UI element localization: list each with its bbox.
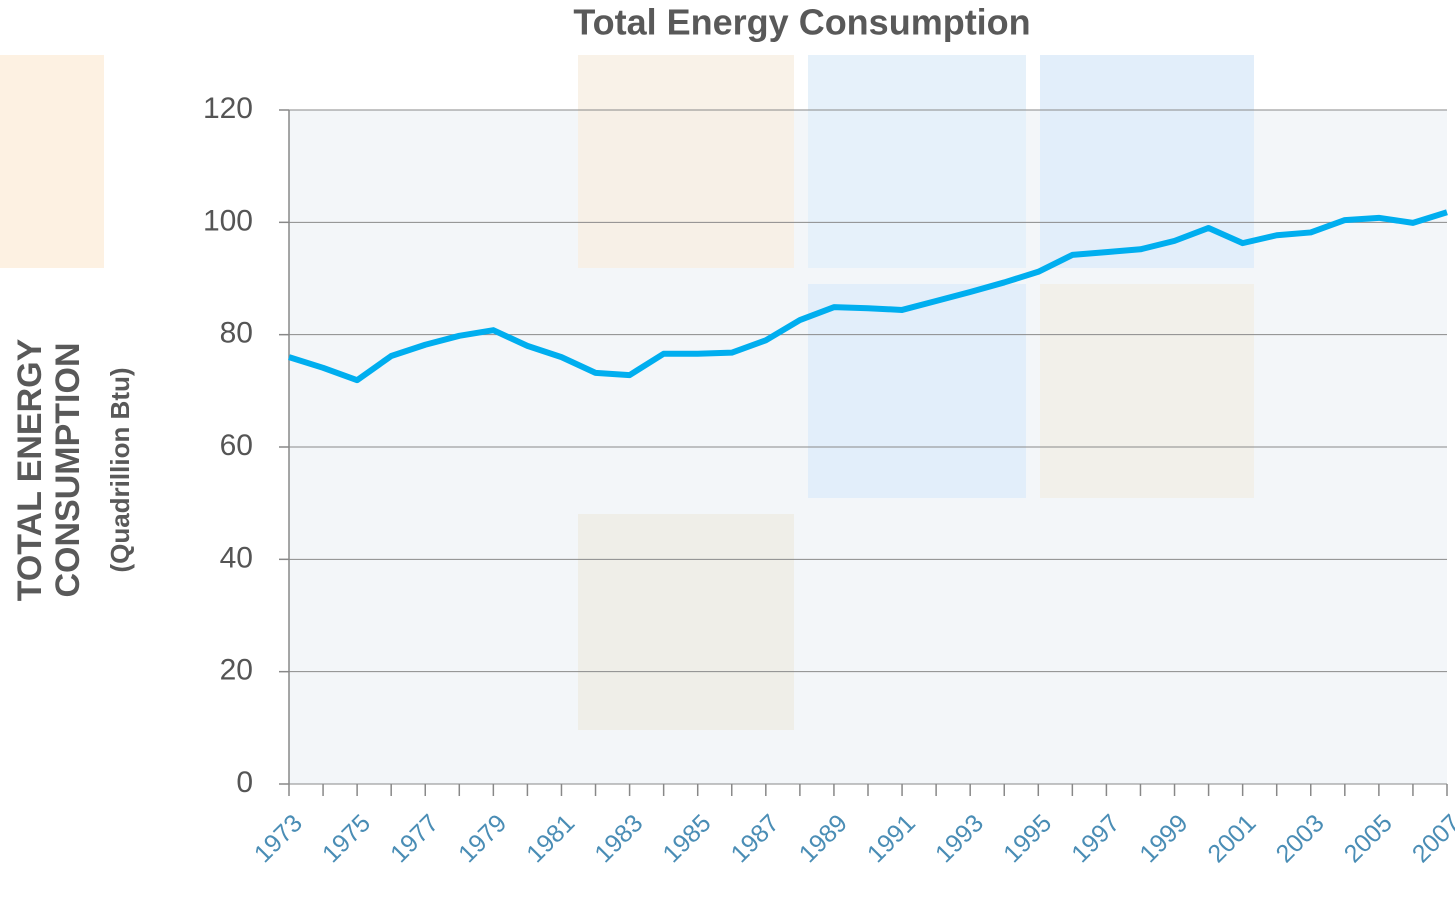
x-tick-label: 1989 <box>794 809 853 868</box>
chart-title: Total Energy Consumption <box>573 2 1030 43</box>
decor <box>578 55 794 268</box>
x-tick-label: 1981 <box>521 809 580 868</box>
x-tick-label: 1975 <box>317 809 376 868</box>
x-tick-label: 1999 <box>1134 809 1193 868</box>
y-tick-label: 120 <box>203 92 253 125</box>
y-tick-label: 80 <box>220 317 253 350</box>
x-tick-label: 1995 <box>998 809 1057 868</box>
x-tick-label: 1983 <box>589 809 648 868</box>
x-tick-label: 1985 <box>657 809 716 868</box>
x-tick-label: 2007 <box>1407 809 1455 868</box>
decor <box>0 55 104 268</box>
y-tick-label: 60 <box>220 429 253 462</box>
line-series <box>288 209 1448 384</box>
x-tick-label: 1973 <box>249 809 308 868</box>
decor <box>1040 284 1254 498</box>
x-tick-label: 1993 <box>930 809 989 868</box>
decor <box>578 514 794 730</box>
x-tick-label: 1997 <box>1066 809 1125 868</box>
x-tick-label: 1977 <box>385 809 444 868</box>
y-label: CONSUMPTION <box>49 343 87 598</box>
y-tick-label: 100 <box>203 204 253 237</box>
x-tick-label: 1979 <box>453 809 512 868</box>
y-label-unit: (Quadrillion Btu) <box>105 367 135 572</box>
y-tick-label: 40 <box>220 541 253 574</box>
decor <box>808 284 1026 498</box>
x-tick-label: 1987 <box>726 809 785 868</box>
y-label: TOTAL ENERGY <box>11 338 49 601</box>
y-tick-label: 20 <box>220 654 253 687</box>
decor <box>808 55 1026 268</box>
x-tick-label: 2003 <box>1271 809 1330 868</box>
y-tick-label: 0 <box>236 766 253 799</box>
y-axis-title: TOTAL ENERGY CONSUMPTION (Quadrillion Bt… <box>11 338 135 601</box>
x-tick-label: 2005 <box>1339 809 1398 868</box>
x-tick-label: 2001 <box>1202 809 1261 868</box>
x-tick-label: 1991 <box>862 809 921 868</box>
